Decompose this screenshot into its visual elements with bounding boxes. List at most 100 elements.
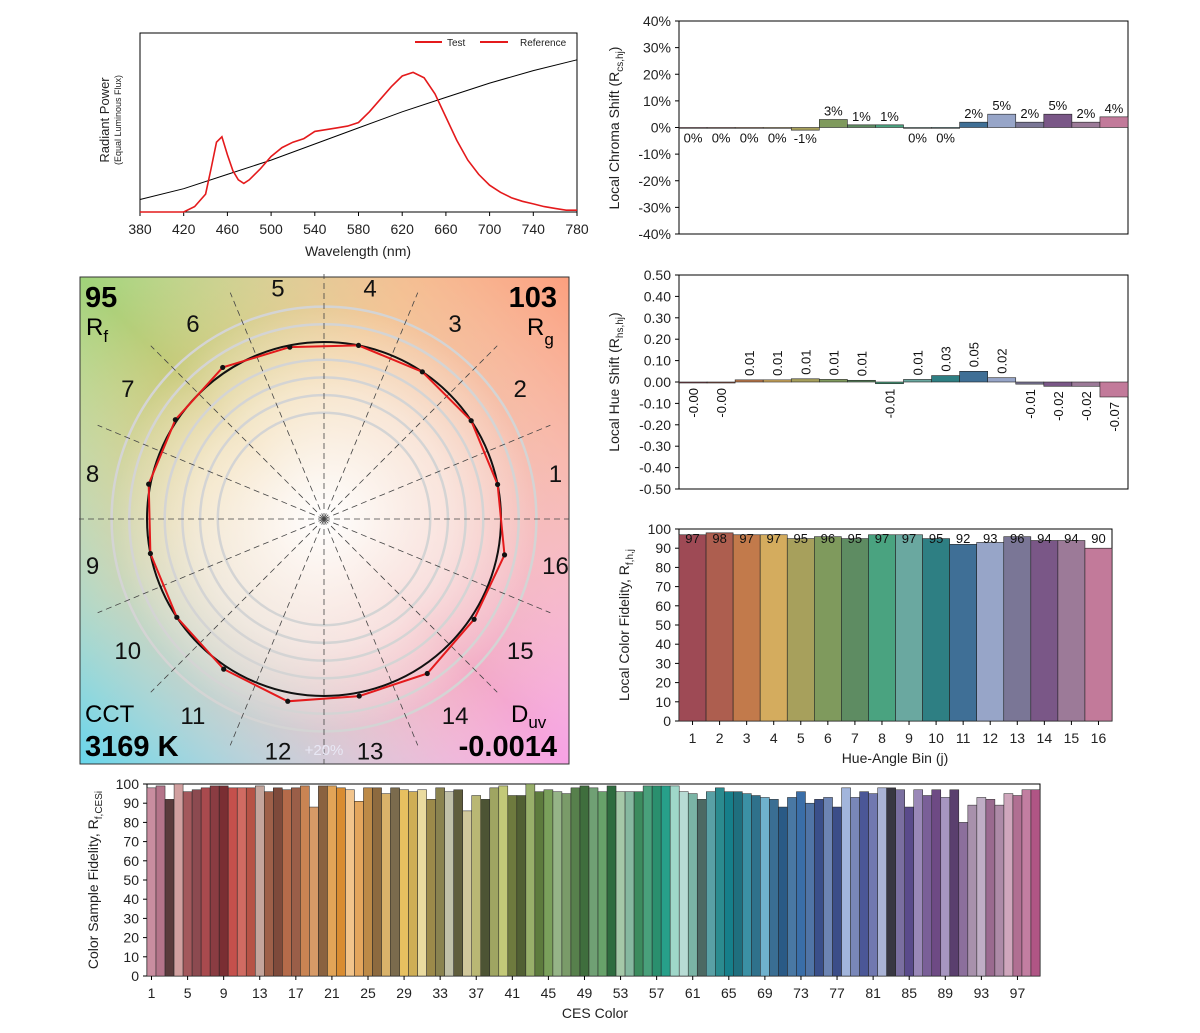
fidelity-x-tick-label: 8 — [878, 730, 886, 746]
ces-x-tick-label: 73 — [793, 985, 809, 1001]
hue-bar — [762, 379, 792, 383]
ces-bar — [471, 795, 482, 977]
spd-x-tick-label: 740 — [522, 221, 546, 237]
fidelity-x-tick-label: 1 — [689, 730, 697, 746]
spd-x-tick-label: 780 — [565, 221, 589, 237]
ces-bar — [254, 785, 265, 977]
ces-bar — [805, 802, 815, 977]
rf-value: 95 — [85, 282, 117, 314]
hue-bar — [1071, 381, 1101, 387]
cvg-bin-label: 14 — [442, 703, 469, 730]
cvg-bin-divider — [323, 424, 551, 520]
ces-x-tick-label: 89 — [937, 985, 953, 1001]
chroma-ylabel-end: ) — [606, 47, 622, 52]
cvg-bin-divider — [150, 518, 325, 693]
ces-x-tick-label: 37 — [468, 985, 484, 1001]
chroma-bar — [678, 127, 708, 129]
ces-x-tick-label: 49 — [577, 985, 593, 1001]
chroma-bar-label: -1% — [794, 131, 818, 146]
ces-x-tick-label: 33 — [432, 985, 448, 1001]
fidelity-x-tick-label: 6 — [824, 730, 832, 746]
ces-bar — [173, 783, 184, 977]
cvg-bin-divider — [229, 518, 325, 746]
ces-bar — [570, 787, 581, 977]
ces-y-tick-label: 70 — [123, 834, 139, 850]
chroma-bar-label: 0% — [936, 131, 955, 146]
spd-x-tick-label: 500 — [259, 221, 283, 237]
chroma-bar — [762, 127, 792, 129]
hue-y-tick-label: -0.10 — [639, 395, 671, 411]
ces-bar — [399, 789, 409, 977]
hue-bar-label: -0.01 — [882, 389, 897, 419]
chroma-y-tick-label: -20% — [638, 173, 671, 189]
ces-bar — [264, 791, 274, 977]
ces-bar — [1012, 795, 1023, 977]
ces-bar — [814, 799, 824, 977]
fidelity-x-tick-label: 12 — [982, 730, 998, 746]
ces-bar — [678, 791, 689, 977]
fidelity-x-tick-label: 7 — [851, 730, 859, 746]
cvg-bin-divider — [323, 518, 419, 746]
cvg-bin-divider — [229, 292, 325, 520]
ces-bar — [796, 791, 806, 977]
cvg-bin-label: 11 — [180, 703, 205, 730]
ces-bar — [552, 791, 563, 977]
fidelity-bar — [841, 538, 869, 722]
hue-ylabel-end: ) — [606, 312, 622, 317]
hue-shift-chart: 0.500.400.300.200.100.00-0.10-0.20-0.30-… — [606, 267, 1129, 497]
chroma-bar — [1099, 116, 1129, 128]
fidelity-y-tick-label: 40 — [655, 636, 671, 652]
ces-bar — [696, 799, 707, 977]
ces-bar — [345, 789, 355, 977]
ces-bar — [877, 787, 887, 977]
ces-y-tick-label: 90 — [123, 795, 139, 811]
ces-bar — [309, 806, 319, 977]
ces-bar — [273, 787, 283, 977]
ces-bar — [390, 787, 400, 977]
cvg-shift-arrow — [494, 481, 501, 488]
fidelity-bar-label: 90 — [1091, 531, 1105, 546]
fidelity-ylabel-sub: f,h,j — [625, 549, 636, 565]
ces-x-tick-label: 1 — [148, 985, 156, 1001]
ces-x-tick-label: 9 — [220, 985, 228, 1001]
chroma-bar-label: 5% — [1048, 98, 1067, 113]
ces-bar — [615, 791, 626, 977]
ces-bar — [245, 787, 256, 977]
chroma-bar — [706, 127, 736, 129]
spd-chart: 380 420 460 500 540 580 620 660 700 740 780 Wavele… — [97, 32, 589, 259]
hue-y-tick-label: 0.30 — [644, 310, 671, 326]
chroma-y-tick-label: -40% — [638, 226, 671, 242]
hue-bar-label: 0.03 — [939, 346, 954, 371]
fidelity-bar — [759, 534, 788, 722]
hue-bar-label: -0.02 — [1079, 391, 1094, 421]
duv-label-main: D — [511, 701, 528, 728]
ces-bar — [895, 789, 905, 977]
hue-bar — [734, 379, 764, 383]
ces-bar — [516, 795, 527, 977]
cvg-bin-label: 15 — [507, 638, 534, 665]
fidelity-bar — [1084, 547, 1113, 722]
fidelity-bar-label: 95 — [848, 531, 862, 546]
ces-x-tick-label: 45 — [541, 985, 557, 1001]
hue-bar — [959, 370, 988, 383]
chroma-ylabel-sub: cs,hj — [615, 51, 626, 72]
fidelity-x-tick-label: 15 — [1064, 730, 1080, 746]
ces-bar — [850, 797, 860, 977]
ces-bar — [651, 785, 662, 977]
fidelity-bar-label: 95 — [794, 531, 808, 546]
fidelity-y-tick-label: 20 — [655, 675, 671, 691]
ces-bar — [787, 797, 797, 977]
rf-label: Rf — [86, 314, 108, 346]
ces-bar — [606, 785, 617, 977]
ces-bar — [687, 793, 698, 977]
ces-bar — [931, 789, 942, 977]
cvg-bin-divider — [323, 518, 498, 693]
duv-value: -0.0014 — [459, 731, 557, 763]
ces-bar — [832, 806, 842, 977]
chroma-y-tick-label: -30% — [638, 199, 671, 215]
spd-x-tick-label: 540 — [303, 221, 327, 237]
ces-y-tick-label: 0 — [131, 968, 139, 984]
hue-bar — [931, 375, 960, 383]
